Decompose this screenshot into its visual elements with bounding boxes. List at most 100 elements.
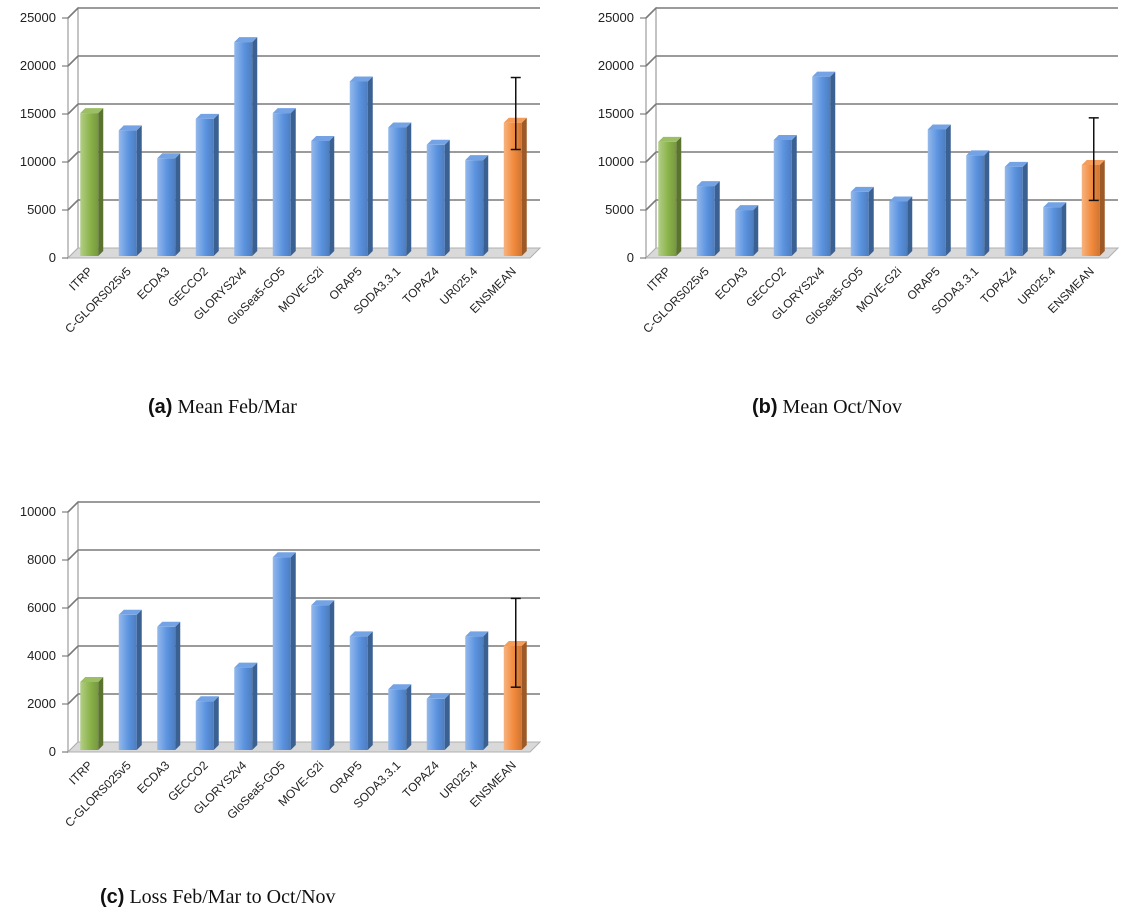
bar-side	[406, 122, 412, 257]
bar-top	[195, 696, 219, 702]
bar-top	[157, 621, 181, 627]
y-tick-label: 0	[627, 250, 634, 265]
error-bar	[1088, 117, 1099, 202]
y-tick-label: 10000	[20, 154, 56, 169]
bar-top	[1004, 161, 1028, 167]
bar-side	[367, 76, 373, 256]
y-tick-label: 20000	[20, 58, 56, 73]
bar-front	[118, 130, 137, 256]
gridline	[645, 7, 1118, 19]
bar-GLORYS2v4	[234, 662, 258, 750]
plot-area-1: 0 5000 10000 15000 20000 25000 ITRPC-GLORS025v…	[598, 6, 1120, 336]
gridline	[67, 597, 540, 609]
bar-front	[349, 81, 368, 256]
bar-side	[444, 693, 450, 750]
bar-side	[136, 125, 142, 257]
chart-wall	[67, 500, 79, 754]
gridline	[67, 645, 540, 657]
bar-side	[98, 108, 104, 257]
bar-front	[426, 144, 445, 256]
bar-front	[272, 557, 291, 750]
bar-side	[1099, 159, 1105, 256]
bar-TOPAZ4	[426, 139, 450, 256]
bar-top	[118, 609, 142, 615]
y-tick-label: 25000	[20, 10, 56, 25]
bar-UR025.4	[465, 155, 489, 256]
bar-ECDA3	[735, 205, 759, 256]
bar-ORAP5	[349, 631, 373, 750]
y-tick-label: 4000	[27, 648, 56, 663]
chart-floor	[66, 247, 542, 259]
bar-top	[311, 135, 335, 141]
bar-front	[426, 698, 445, 750]
gridline	[67, 501, 540, 513]
bar-side	[521, 641, 527, 750]
gridline	[645, 199, 1118, 211]
bar-side	[406, 684, 412, 750]
bar-GLORYS2v4	[234, 37, 258, 256]
caption-text-b: Mean Oct/Nov	[782, 396, 902, 418]
chart-panel-b: 0 5000 10000 15000 20000 25000 ITRP C-GLORS025v…	[578, 0, 1137, 380]
bar-front	[1004, 166, 1023, 256]
bar-side	[329, 135, 335, 256]
gridline	[645, 151, 1118, 163]
bar-top	[272, 552, 296, 558]
bar-top	[426, 693, 450, 699]
bar-side	[329, 600, 335, 750]
bar-front	[195, 118, 214, 256]
bar-side	[213, 696, 219, 750]
bar-front	[195, 701, 214, 750]
y-tick-label: 5000	[605, 202, 634, 217]
bar-ITRP	[80, 677, 104, 750]
bar-top	[118, 125, 142, 131]
y-tick-label: 10000	[598, 154, 634, 169]
bar-top	[658, 136, 682, 142]
x-tick-label: ECDA3	[134, 758, 172, 796]
bar-front	[773, 140, 792, 256]
bar-ORAP5	[349, 76, 373, 256]
error-bar	[510, 76, 521, 151]
gridline	[67, 199, 540, 211]
chart-panel-c: 0 2000 4000 6000 8000 10000 ITRP C-GLORS025v5 EC…	[0, 494, 560, 874]
bar-SODA3.3.1	[388, 122, 412, 257]
bar-top	[426, 139, 450, 145]
bar-front	[658, 141, 677, 256]
bar-top	[388, 122, 412, 128]
bar-top	[272, 108, 296, 114]
bar-front	[812, 76, 831, 256]
gridline	[67, 103, 540, 115]
bar-TOPAZ4	[426, 693, 450, 750]
bar-side	[98, 677, 104, 750]
bar-top	[80, 677, 104, 682]
gridline	[645, 55, 1118, 67]
x-tick-label: ITRP	[644, 264, 673, 293]
bar-side	[984, 150, 990, 256]
bar-side	[521, 117, 527, 256]
bar-side	[175, 621, 181, 750]
bar-top	[80, 108, 104, 114]
bar-side	[290, 552, 296, 750]
gridline	[67, 693, 540, 705]
bar-side	[830, 71, 836, 256]
bar-front	[503, 646, 522, 750]
chart-panel-a: 0 5000 10000 15000 20000 25000 ITRP C-GLORS025v…	[0, 0, 560, 380]
bar-TOPAZ4	[1004, 161, 1028, 256]
bar-front	[349, 636, 368, 750]
bar-C-GLORS025v5	[118, 609, 142, 750]
bar-front	[118, 614, 137, 750]
bar-front	[696, 186, 715, 256]
bar-top	[735, 205, 759, 211]
bar-front	[465, 160, 484, 256]
bar-top	[773, 135, 797, 140]
bar-front	[272, 113, 291, 257]
bar-GLORYS2v4	[812, 71, 836, 256]
bar-front	[465, 636, 484, 750]
bar-front	[157, 158, 176, 256]
bar-chart-a: 0 5000 10000 15000 20000 25000 ITRPC-GLORS025v…	[20, 6, 542, 336]
bar-side	[868, 186, 874, 256]
bar-top	[966, 150, 990, 156]
chart-wall	[67, 6, 79, 260]
x-tick-label: ECDA3	[134, 264, 172, 302]
x-tick-label: ECDA3	[712, 264, 750, 302]
bar-top	[311, 600, 335, 606]
